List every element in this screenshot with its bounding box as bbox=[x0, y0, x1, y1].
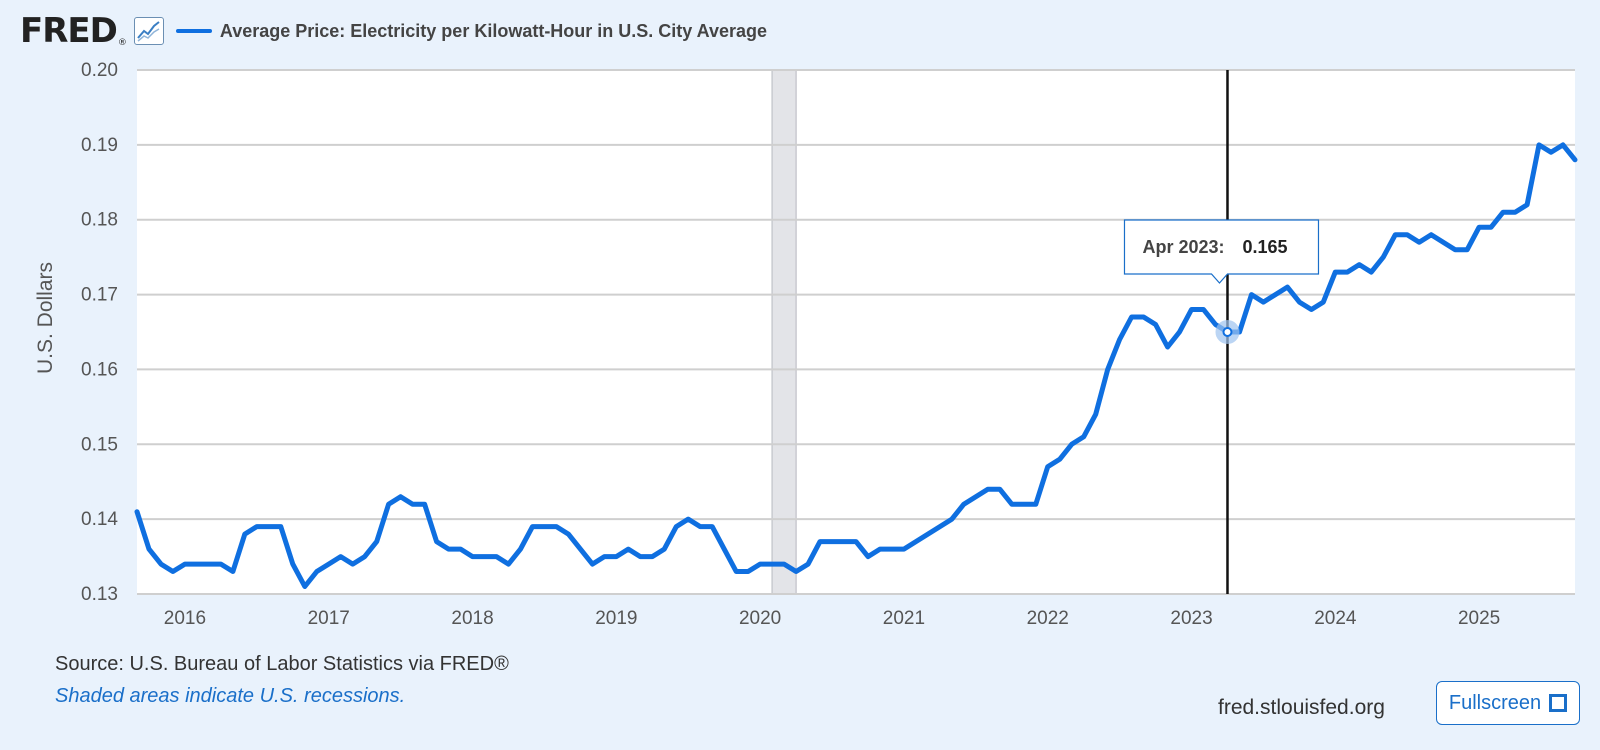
y-tick-label: 0.16 bbox=[81, 359, 118, 380]
x-tick-label: 2025 bbox=[1458, 608, 1500, 629]
fred-logo[interactable]: FRED® bbox=[20, 11, 127, 51]
x-tick-label: 2021 bbox=[883, 608, 925, 629]
recession-note: Shaded areas indicate U.S. recessions. bbox=[55, 685, 406, 707]
site-link[interactable]: fred.stlouisfed.org bbox=[1218, 696, 1385, 719]
x-axis-ticks: 2016 2017 2018 2019 2020 2021 2022 2023 2024 2025 bbox=[164, 608, 1500, 629]
x-tick-label: 2023 bbox=[1170, 608, 1212, 629]
tooltip-value: 0.165 bbox=[1242, 237, 1287, 257]
source-text: Source: U.S. Bureau of Labor Statistics … bbox=[55, 653, 509, 675]
y-axis-label: U.S. Dollars bbox=[34, 262, 57, 374]
y-tick-label: 0.20 bbox=[81, 60, 118, 81]
fullscreen-button[interactable]: Fullscreen bbox=[1436, 681, 1580, 725]
highlight-marker bbox=[1215, 320, 1240, 344]
x-tick-label: 2024 bbox=[1314, 608, 1357, 629]
recession-band bbox=[771, 69, 797, 595]
tooltip-box bbox=[1123, 219, 1320, 284]
legend-swatch bbox=[175, 29, 212, 33]
y-tick-label: 0.17 bbox=[81, 285, 118, 306]
fullscreen-icon bbox=[1549, 694, 1568, 712]
line-chart[interactable]: 0.130.140.150.160.170.180.190.20 2016 201… bbox=[0, 0, 1600, 650]
series-layer bbox=[134, 142, 1578, 589]
y-tick-label: 0.15 bbox=[81, 434, 118, 455]
x-tick-label: 2020 bbox=[739, 608, 781, 629]
y-tick-label: 0.14 bbox=[81, 509, 118, 530]
gridlines bbox=[137, 69, 1575, 595]
recession-bands bbox=[771, 69, 797, 595]
series-line[interactable] bbox=[134, 142, 1578, 589]
x-tick-label: 2016 bbox=[164, 608, 206, 629]
x-tick-label: 2022 bbox=[1027, 608, 1069, 629]
x-tick-label: 2018 bbox=[451, 608, 493, 629]
tooltip: Apr 2023: 0.165 bbox=[1123, 219, 1320, 284]
y-tick-label: 0.19 bbox=[81, 135, 118, 156]
y-axis-ticks: 0.13 0.14 0.15 0.16 0.17 0.18 0.19 0.20 bbox=[81, 60, 118, 605]
legend-label[interactable]: Average Price: Electricity per Kilowatt-… bbox=[219, 20, 768, 41]
fullscreen-label: Fullscreen bbox=[1448, 691, 1542, 714]
y-tick-label: 0.18 bbox=[81, 210, 118, 231]
tooltip-date: Apr 2023: bbox=[1142, 237, 1224, 257]
line-graph-icon[interactable] bbox=[133, 17, 164, 45]
plot-area bbox=[137, 70, 1575, 594]
y-tick-label: 0.13 bbox=[81, 584, 118, 605]
chart-header: FRED® Average Price: Electricity per Kil… bbox=[20, 10, 767, 52]
x-tick-label: 2017 bbox=[308, 608, 350, 629]
x-tick-label: 2019 bbox=[595, 608, 637, 629]
